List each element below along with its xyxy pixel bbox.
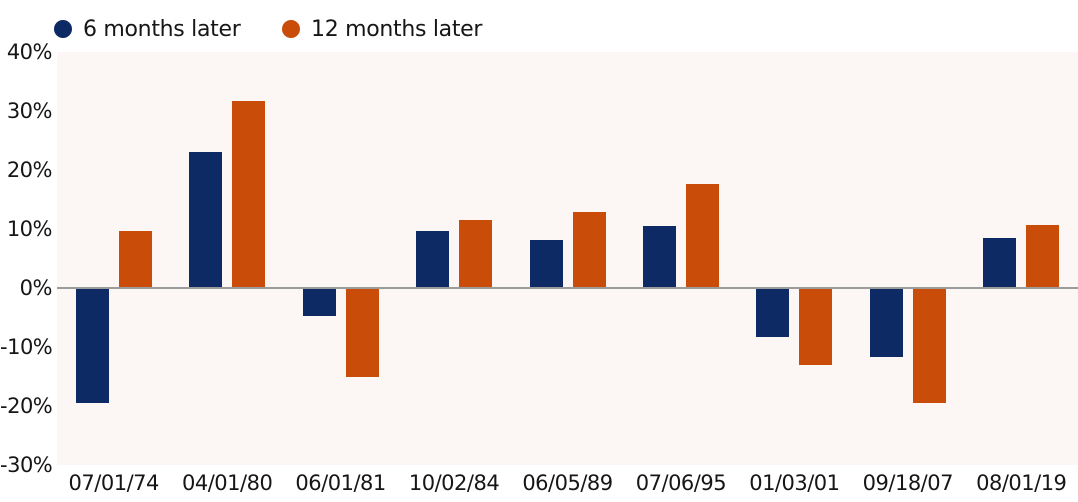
x-tick-label: 08/01/19 (976, 471, 1067, 495)
y-tick-label: 20% (6, 158, 53, 182)
bar-12-months (799, 288, 833, 366)
y-tick-label: 40% (6, 40, 53, 64)
y-tick-label: -10% (0, 335, 53, 359)
x-axis: 07/01/74 04/01/80 06/01/81 10/02/84 06/05/89… (57, 468, 1078, 500)
bar-6-months (983, 237, 1017, 288)
x-tick-label: 07/01/74 (68, 471, 160, 495)
bar-12-months (685, 184, 719, 288)
bar-6-months (75, 288, 109, 404)
x-tick-label: 09/18/07 (862, 471, 954, 495)
x-tick-label: 10/02/84 (408, 471, 500, 495)
legend-dot-12-months-icon (282, 20, 300, 38)
x-tick-label: 04/01/80 (181, 471, 273, 495)
y-tick-label: 10% (6, 217, 53, 241)
bar-12-months (118, 231, 152, 288)
legend-item-12-months: 12 months later (282, 14, 482, 44)
bar-12-months (345, 288, 379, 378)
x-tick-label: 07/06/95 (635, 471, 727, 495)
x-tick-label: 01/03/01 (749, 471, 840, 495)
bar-6-months (302, 288, 336, 316)
bar-12-months (232, 100, 266, 288)
y-tick-label: 30% (6, 99, 53, 123)
legend-item-6-months: 6 months later (54, 14, 241, 44)
bar-6-months (529, 240, 563, 288)
bar-6-months (642, 226, 676, 288)
y-tick-label: -30% (0, 453, 53, 477)
y-tick-label: 0% (19, 276, 53, 300)
bar-12-months (572, 211, 606, 288)
bar-12-months (459, 220, 493, 288)
legend-label-12-months: 12 months later (311, 16, 483, 42)
bar-6-months (416, 230, 450, 288)
bar-12-months (912, 288, 946, 404)
y-axis: 40% 30% 20% 10% 0% -10% -20% -30% (0, 0, 53, 502)
x-tick-label: 06/01/81 (295, 471, 386, 495)
legend-label-6-months: 6 months later (83, 16, 241, 42)
legend-dot-6-months-icon (54, 20, 72, 38)
bar-6-months (189, 152, 223, 288)
y-tick-label: -20% (0, 394, 53, 418)
x-tick-label: 06/05/89 (522, 471, 613, 495)
zero-baseline (57, 287, 1078, 289)
bar-12-months (1026, 224, 1060, 288)
bar-6-months (756, 288, 790, 337)
bar-6-months (869, 288, 903, 358)
plot-area (57, 52, 1078, 465)
